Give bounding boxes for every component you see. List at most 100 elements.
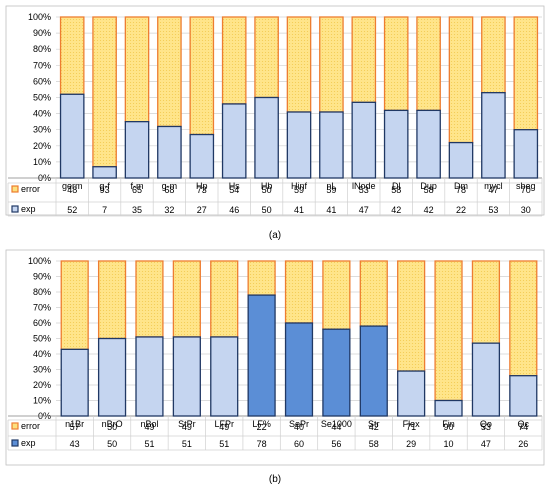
x-tick-label: lNode	[352, 181, 376, 191]
y-tick-label: 20%	[33, 380, 51, 390]
y-tick-label: 50%	[33, 93, 51, 103]
x-tick-label: sbeg	[516, 181, 536, 191]
x-tick-label: Hb	[261, 181, 273, 191]
y-tick-label: 60%	[33, 318, 51, 328]
legend-label-exp: exp	[21, 438, 36, 448]
data-label-exp: 22	[456, 205, 466, 215]
x-tick-label: Hs	[229, 181, 240, 191]
y-tick-label: 80%	[33, 44, 51, 54]
bar-error	[135, 260, 164, 338]
bar-error	[434, 260, 463, 402]
x-tick-label: nBrO	[102, 419, 123, 429]
data-label-exp: 27	[197, 205, 207, 215]
bar-exp	[221, 103, 247, 179]
data-label-exp: 50	[262, 205, 272, 215]
data-label-error: 57	[70, 422, 80, 432]
y-tick-label: 100%	[28, 256, 51, 266]
bar-error	[513, 16, 539, 131]
data-label-error: 73	[197, 185, 207, 195]
bar-error	[509, 260, 538, 377]
y-tick-label: 50%	[33, 334, 51, 344]
y-tick-label: 90%	[33, 28, 51, 38]
x-tick-label: StPr	[178, 419, 196, 429]
y-tick-label: 20%	[33, 141, 51, 151]
data-label-exp: 10	[444, 439, 454, 449]
bar-exp	[157, 125, 182, 179]
bar-exp	[189, 133, 215, 179]
bar-exp	[359, 325, 388, 417]
bar-exp	[509, 375, 538, 417]
data-label-exp: 46	[229, 205, 239, 215]
y-tick-label: 100%	[28, 12, 51, 22]
y-tick-label: 30%	[33, 125, 51, 135]
data-label-exp: 50	[107, 439, 117, 449]
data-label-exp: 58	[369, 439, 379, 449]
bar-exp	[416, 109, 441, 179]
panel-a-caption: (a)	[269, 230, 281, 241]
y-tick-label: 60%	[33, 76, 51, 86]
bar-exp	[383, 109, 409, 179]
data-label-error: 42	[369, 422, 379, 432]
y-tick-label: 10%	[33, 157, 51, 167]
x-tick-label: germ	[62, 181, 83, 191]
y-tick-label: 90%	[33, 272, 51, 282]
x-tick-label: Str	[368, 419, 380, 429]
data-label-error: 70	[521, 185, 531, 195]
data-label-exp: 51	[144, 439, 154, 449]
bar-exp	[92, 166, 117, 179]
bar-error	[221, 16, 247, 105]
bar-error	[471, 260, 501, 344]
legend-key-error	[11, 422, 19, 430]
legend-key-error	[11, 185, 19, 193]
data-label-error: 50	[107, 422, 117, 432]
data-label-exp: 51	[219, 439, 229, 449]
panel-a: 0%10%20%30%40%50%60%70%80%90%100%germ485…	[7, 12, 543, 217]
data-label-error: 58	[424, 185, 434, 195]
bar-error	[157, 16, 182, 128]
data-label-error: 59	[326, 185, 336, 195]
x-tick-label: nBol	[140, 419, 158, 429]
data-label-error: 71	[406, 422, 416, 432]
data-label-exp: 26	[518, 439, 528, 449]
x-tick-label: Se1000	[321, 419, 352, 429]
data-label-error: 53	[481, 422, 491, 432]
bar-exp	[434, 399, 463, 417]
data-label-error: 58	[391, 185, 401, 195]
data-label-error: 59	[294, 185, 304, 195]
legend-key-exp	[11, 205, 19, 213]
x-tick-label: LFPr	[214, 419, 234, 429]
bar-exp	[286, 111, 312, 179]
bar-error	[359, 260, 388, 327]
bar-error	[60, 260, 89, 350]
bar-exp	[471, 342, 501, 417]
data-label-exp: 32	[164, 205, 174, 215]
y-tick-label: 30%	[33, 365, 51, 375]
bar-exp	[319, 111, 344, 179]
panel-b-caption: (b)	[269, 474, 281, 485]
data-label-error: 93	[100, 185, 110, 195]
bar-error	[172, 260, 201, 338]
bar-exp	[284, 322, 314, 417]
panel-b: 0%10%20%30%40%50%60%70%80%90%100%n1Br574…	[7, 256, 543, 451]
x-tick-label: SePr	[289, 419, 309, 429]
data-label-exp: 41	[326, 205, 336, 215]
x-tick-label: Dm	[454, 181, 468, 191]
data-label-error: 49	[144, 422, 154, 432]
x-tick-label: Dup	[420, 181, 437, 191]
bar-exp	[397, 370, 426, 417]
data-label-exp: 7	[102, 205, 107, 215]
bar-exp	[210, 336, 239, 417]
x-tick-label: g-m	[162, 181, 178, 191]
data-label-exp: 42	[391, 205, 401, 215]
y-tick-label: 80%	[33, 287, 51, 297]
data-label-error: 53	[359, 185, 369, 195]
bar-error	[397, 260, 426, 372]
bar-error	[97, 260, 127, 340]
bar-error	[383, 16, 409, 112]
bar-error	[284, 260, 314, 324]
x-tick-label: Hp	[196, 181, 208, 191]
bar-exp	[124, 121, 150, 179]
x-tick-label: g-f	[99, 181, 110, 191]
